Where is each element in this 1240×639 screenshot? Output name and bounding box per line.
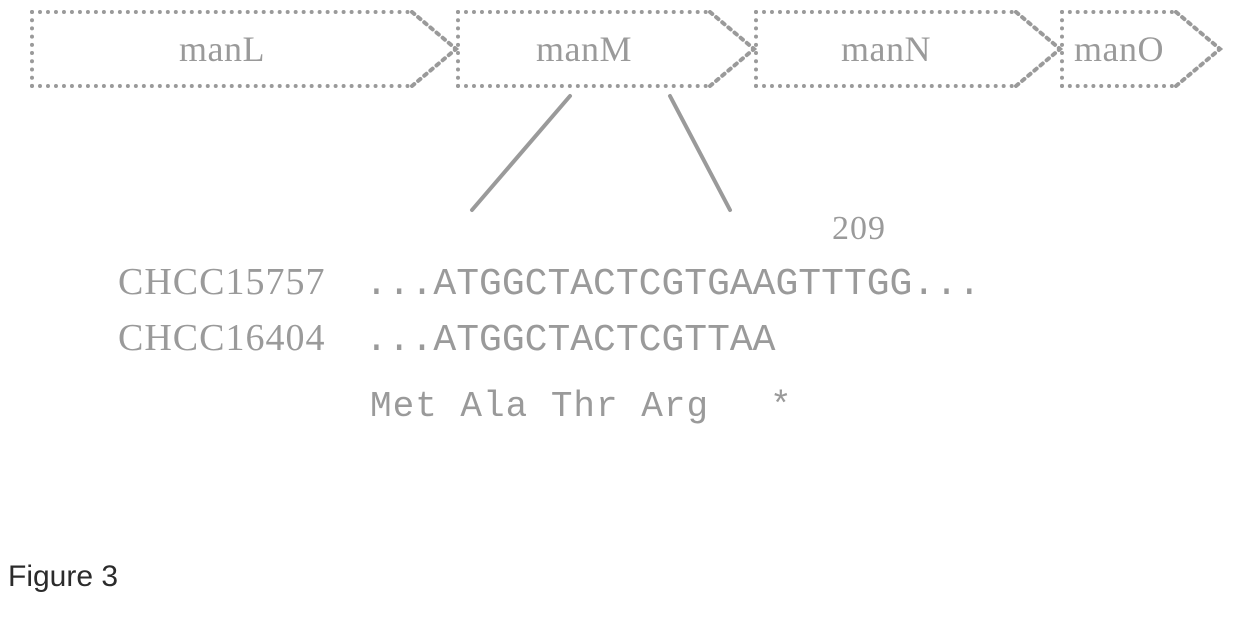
callout-lines bbox=[30, 0, 1220, 250]
sequence-text: ATGGCTACTCGTGAAGTTTGG bbox=[433, 263, 912, 306]
stop-star: * bbox=[770, 386, 793, 427]
position-marker: 209 bbox=[832, 210, 886, 248]
ellipsis: ... bbox=[912, 263, 980, 306]
strain-id: CHCC15757 bbox=[118, 260, 325, 304]
dna-sequence: ...ATGGCTACTCGTTAA bbox=[365, 316, 775, 362]
stop-codon-marker: * bbox=[770, 386, 793, 427]
strain-label: CHCC15757 bbox=[118, 261, 325, 303]
ellipsis: ... bbox=[365, 263, 433, 306]
aa-text: Met Ala Thr Arg bbox=[370, 386, 709, 427]
dna-sequence: ...ATGGCTACTCGTGAAGTTTGG... bbox=[365, 260, 981, 306]
ellipsis: ... bbox=[365, 319, 433, 362]
strain-id: CHCC16404 bbox=[118, 316, 325, 360]
figure-caption: Figure 3 bbox=[8, 560, 118, 594]
diagram-canvas: manLmanMmanNmanO 209 CHCC15757...ATGGCTA… bbox=[0, 0, 1240, 639]
amino-acid-translation: Met Ala Thr Arg bbox=[370, 386, 709, 427]
sequence-text: ATGGCTACTCGTTAA bbox=[433, 319, 775, 362]
strain-label: CHCC16404 bbox=[118, 317, 325, 359]
